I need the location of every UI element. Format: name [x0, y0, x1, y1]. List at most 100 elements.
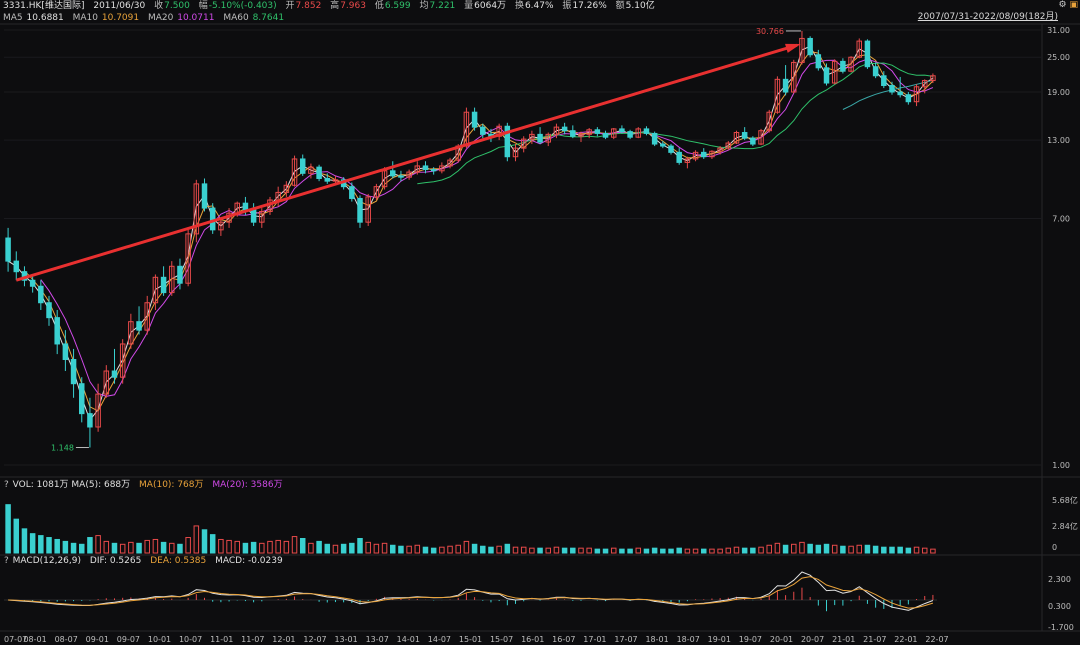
candle-body — [897, 91, 903, 96]
date-tick-label: 14-07 — [428, 635, 451, 644]
volume-bar — [38, 535, 44, 554]
candle-body — [332, 179, 339, 182]
candle-body — [913, 86, 920, 103]
candle-body — [209, 207, 216, 231]
volume-bar — [70, 542, 77, 554]
candle-body — [447, 159, 453, 167]
candle-body — [103, 370, 110, 395]
candle-body — [177, 265, 183, 284]
date-tick-label: 17-07 — [614, 635, 637, 644]
price-tick-label: 19.00 — [1047, 88, 1070, 97]
candle-body — [799, 37, 805, 63]
date-tick-label: 13-07 — [366, 635, 389, 644]
volume-bar — [291, 536, 298, 554]
date-tick-label: 11-07 — [241, 635, 264, 644]
volume-bar — [545, 547, 552, 554]
volume-bar — [831, 544, 838, 554]
candle-body — [848, 56, 854, 72]
volume-bar — [119, 543, 126, 554]
candle-body — [602, 132, 609, 138]
volume-bar — [717, 548, 723, 554]
macd-label: MACD(12,26,9) — [12, 556, 82, 566]
candle-body — [594, 129, 601, 134]
ma5-value: 10.6881 — [26, 13, 64, 23]
volume-bar — [160, 541, 167, 554]
question-icon[interactable]: ? — [4, 556, 9, 566]
date-tick-label: 09-01 — [86, 635, 109, 644]
volume-bar — [807, 543, 813, 554]
candle-body — [201, 183, 208, 209]
volume-bar — [635, 547, 642, 554]
gear-icon[interactable]: ⚙ — [1058, 0, 1067, 10]
toolbar-icons: ⚙ ▣ — [1059, 0, 1078, 11]
date-tick-label: 16-07 — [552, 635, 575, 644]
candle-body — [414, 165, 421, 173]
volume-bar — [193, 525, 200, 554]
volume-bar — [422, 546, 429, 554]
high-label: 高 — [330, 1, 340, 11]
volume-bar — [13, 518, 20, 554]
candle-body — [529, 133, 535, 140]
candle-body — [545, 133, 552, 143]
candle-body — [610, 128, 617, 138]
macd-dif: DIF: 0.5265 — [89, 556, 142, 566]
volume-bar — [136, 542, 142, 554]
volume-bar — [881, 546, 887, 554]
ma20-value: 10.0711 — [177, 13, 215, 23]
date-tick-label: 20-07 — [801, 635, 824, 644]
date-range[interactable]: 2007/07/31-2022/08/09(182月) — [917, 12, 1058, 22]
macd-value: MACD: -0.0239 — [215, 556, 283, 566]
candle-body — [553, 126, 560, 135]
close-label: 收 — [154, 1, 164, 11]
ma20-label: MA20 — [147, 13, 174, 23]
volume-bar — [619, 548, 625, 554]
question-icon[interactable]: ? — [4, 480, 9, 490]
macd-legend: ? MACD(12,26,9) DIF: 0.5265 DEA: 0.5385 … — [0, 556, 1004, 567]
candle-body — [921, 80, 928, 88]
ma60-value: 8.7641 — [252, 13, 285, 23]
candle-body — [782, 78, 789, 93]
volume-bar — [283, 540, 290, 554]
volume-label: 量 — [464, 1, 474, 11]
volume-bar — [169, 542, 175, 554]
volume-legend-text: VOL: 1081万 MA(5): 688万 — [12, 480, 131, 490]
turnover-value: 6.47% — [524, 1, 554, 11]
price-tick-label: 7.00 — [1052, 215, 1070, 224]
volume-bar — [889, 546, 895, 554]
candle-body — [46, 302, 52, 319]
candle-body — [619, 128, 625, 133]
candle-body — [856, 40, 863, 58]
volume-bar — [340, 543, 347, 554]
candle-body — [864, 40, 871, 68]
amount-value: 5.10亿 — [625, 1, 655, 11]
volume-bar — [553, 546, 560, 554]
volume-bar — [111, 542, 118, 554]
volume-ma20: MA(20): 3586万 — [212, 480, 283, 490]
candle-body — [684, 158, 691, 163]
candle-body — [504, 125, 511, 158]
candle-body — [38, 285, 44, 304]
volume-bar — [128, 541, 134, 554]
volume-bar — [668, 548, 674, 554]
volume-bar — [733, 546, 740, 554]
volume-bar — [5, 504, 11, 554]
close-value: 7.500 — [164, 1, 190, 11]
candle-body — [758, 130, 764, 145]
volume-bar — [651, 547, 658, 554]
moving-average-lines — [7, 45, 934, 422]
candle-body — [700, 151, 707, 158]
macd-tick-label: 0.300 — [1048, 602, 1071, 611]
volume-bar — [700, 548, 707, 554]
high-price-label: 30.766 — [756, 27, 784, 36]
ma10-label: MA10 — [72, 13, 98, 23]
candle-body — [406, 171, 412, 178]
ma10-value: 10.7091 — [101, 13, 140, 23]
candle-body — [717, 147, 723, 152]
candle-body — [144, 302, 150, 331]
lock-icon[interactable]: ▣ — [1069, 0, 1078, 10]
candle-body — [439, 165, 445, 172]
volume-bar — [815, 544, 822, 554]
candle-body — [357, 197, 363, 223]
volume-tick-label: 5.68亿 — [1052, 495, 1078, 505]
